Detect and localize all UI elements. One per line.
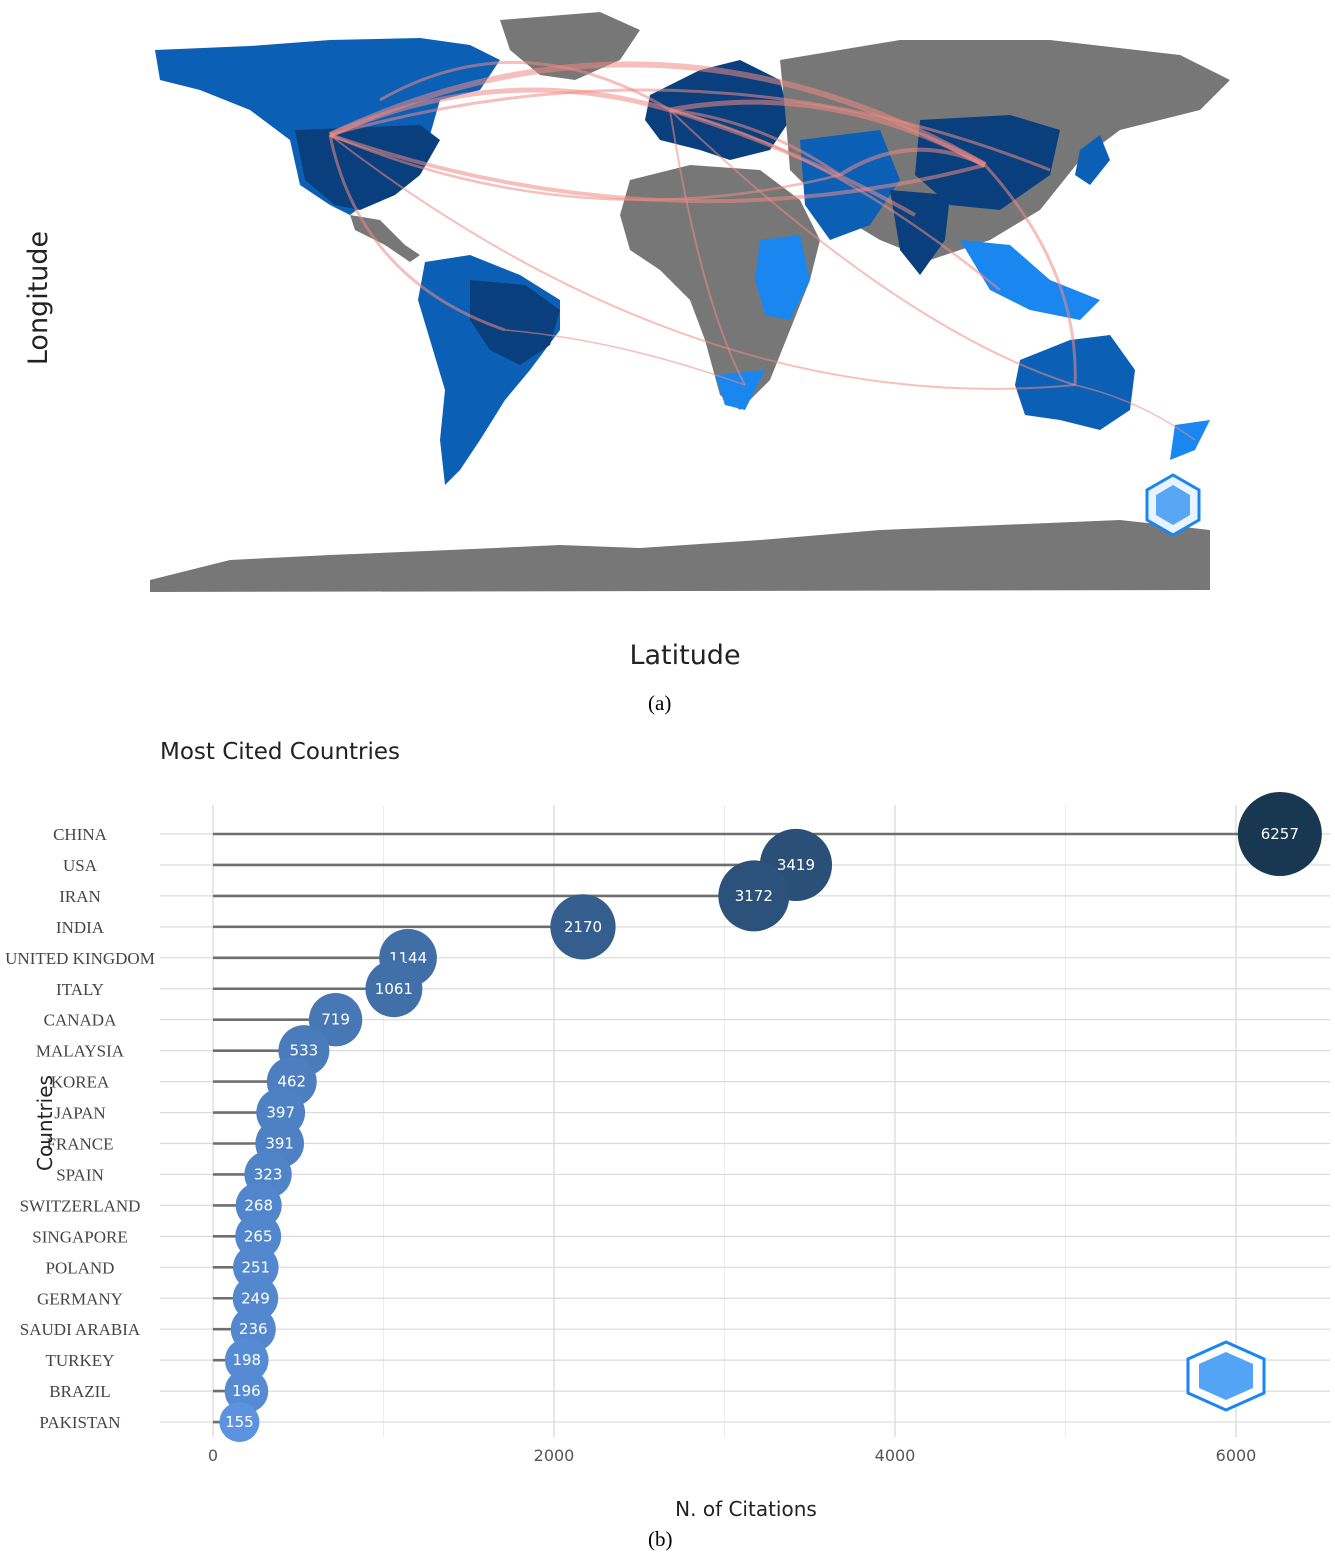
chart-x-axis-title: N. of Citations xyxy=(675,1497,817,1521)
link-usa-brazil xyxy=(328,134,506,332)
value-label-japan: 397 xyxy=(266,1104,295,1122)
x-tick-2000: 2000 xyxy=(534,1446,575,1465)
chart-stems xyxy=(213,832,1280,1424)
map-landmasses xyxy=(150,12,1230,592)
value-label-switzerland: 268 xyxy=(244,1196,273,1214)
bubble-iran xyxy=(718,860,790,932)
y-tick-spain: SPAIN xyxy=(56,1165,104,1184)
y-tick-brazil: BRAZIL xyxy=(49,1382,110,1401)
chart-logo xyxy=(1186,1340,1266,1412)
caption-b: (b) xyxy=(648,1527,673,1551)
value-label-china: 6257 xyxy=(1261,825,1299,843)
link-usa-korea xyxy=(329,88,1051,172)
map-x-axis-title: Latitude xyxy=(629,640,740,671)
link-iran-europe xyxy=(669,108,841,177)
x-tick-6000: 6000 xyxy=(1216,1446,1257,1465)
y-tick-singapore: SINGAPORE xyxy=(32,1227,127,1246)
y-tick-korea: KOREA xyxy=(51,1073,110,1092)
value-label-usa: 3419 xyxy=(777,856,815,874)
link-europe-south-africa xyxy=(669,109,746,386)
y-tick-italy: ITALY xyxy=(56,980,104,999)
y-tick-malaysia: MALAYSIA xyxy=(36,1042,125,1061)
land-east-africa xyxy=(755,235,810,320)
bubble-italy xyxy=(365,960,423,1018)
x-tick-0: 0 xyxy=(208,1446,218,1465)
collaboration-links xyxy=(328,60,1196,441)
link-europe-china xyxy=(669,99,987,168)
most-cited-countries-chart: Most Cited Countries 6257341931722170114… xyxy=(5,739,1330,1521)
x-tick-4000: 4000 xyxy=(875,1446,916,1465)
link-iran-china xyxy=(838,147,986,177)
caption-a: (a) xyxy=(648,691,672,715)
y-tick-turkey: TURKEY xyxy=(46,1351,115,1370)
link-australia-nz xyxy=(1074,384,1196,441)
logo-inner-hex xyxy=(1156,485,1190,525)
y-tick-china: CHINA xyxy=(53,825,108,844)
y-tick-united-kingdom: UNITED KINGDOM xyxy=(5,949,155,968)
land-antarctica xyxy=(150,520,1210,592)
land-india xyxy=(890,190,950,275)
land-south-africa xyxy=(715,370,765,410)
value-label-pakistan: 155 xyxy=(225,1413,254,1431)
land-brazil xyxy=(470,280,560,365)
link-malaysia-europe xyxy=(669,108,1001,291)
chart-title: Most Cited Countries xyxy=(160,739,400,765)
value-label-malaysia: 533 xyxy=(290,1042,319,1060)
chart-y-tick-labels: CHINA USA IRAN INDIA UNITED KINGDOM ITALY CANA… xyxy=(5,825,155,1432)
y-tick-poland: POLAND xyxy=(46,1258,115,1277)
y-tick-switzerland: SWITZERLAND xyxy=(20,1196,141,1215)
link-usa-middle-east xyxy=(329,133,841,202)
map-logo xyxy=(1145,473,1201,537)
link-usa-australia xyxy=(329,134,1076,390)
map-y-axis-title: Longitude xyxy=(23,231,54,365)
y-tick-germany: GERMANY xyxy=(37,1289,123,1308)
y-tick-usa: USA xyxy=(63,856,98,875)
y-tick-india: INDIA xyxy=(56,918,105,937)
land-africa xyxy=(620,165,820,410)
value-label-poland: 251 xyxy=(241,1258,270,1276)
logo-inner-hex xyxy=(1199,1352,1253,1400)
land-europe xyxy=(645,60,790,160)
y-tick-pakistan: PAKISTAN xyxy=(39,1413,120,1432)
land-china xyxy=(915,115,1060,210)
y-tick-canada: CANADA xyxy=(44,1011,117,1030)
link-usa-europe xyxy=(328,87,671,138)
value-label-italy: 1061 xyxy=(375,980,413,998)
land-japan xyxy=(1075,135,1110,185)
value-label-spain: 323 xyxy=(254,1165,283,1183)
chart-x-tick-labels: 0 2000 4000 6000 xyxy=(208,1446,1256,1465)
y-tick-iran: IRAN xyxy=(59,887,101,906)
value-label-saudi-arabia: 236 xyxy=(239,1320,268,1338)
y-tick-france: FRANCE xyxy=(46,1135,113,1154)
link-china-australia xyxy=(983,163,1077,386)
bubble-turkey xyxy=(224,1338,269,1382)
link-europe-australia xyxy=(669,109,1076,386)
link-brazil-south-africa xyxy=(504,329,746,386)
value-label-brazil: 196 xyxy=(232,1382,261,1400)
value-label-germany: 249 xyxy=(241,1289,270,1307)
value-label-turkey: 198 xyxy=(232,1351,261,1369)
value-label-korea: 462 xyxy=(277,1073,306,1091)
collaboration-map: Latitude Longitude xyxy=(23,12,1230,671)
chart-y-axis-title: Countries xyxy=(33,1075,57,1171)
chart-bubbles: 6257341931722170114410617195334623973913… xyxy=(219,792,1322,1443)
bubble-india xyxy=(550,894,616,960)
y-tick-saudi-arabia: SAUDI ARABIA xyxy=(20,1320,141,1339)
value-label-iran: 3172 xyxy=(735,887,773,905)
value-label-india: 2170 xyxy=(564,918,602,936)
link-canada-europe xyxy=(379,60,671,112)
bubble-china xyxy=(1237,792,1322,876)
bubble-brazil xyxy=(224,1369,269,1413)
value-label-canada: 719 xyxy=(321,1011,350,1029)
value-label-france: 391 xyxy=(265,1135,294,1153)
value-label-singapore: 265 xyxy=(244,1227,273,1245)
y-tick-japan: JAPAN xyxy=(54,1104,105,1123)
land-new-zealand xyxy=(1170,420,1210,460)
land-central-america xyxy=(350,215,420,262)
land-southeast-asia xyxy=(960,240,1100,320)
bubble-pakistan xyxy=(219,1402,260,1443)
